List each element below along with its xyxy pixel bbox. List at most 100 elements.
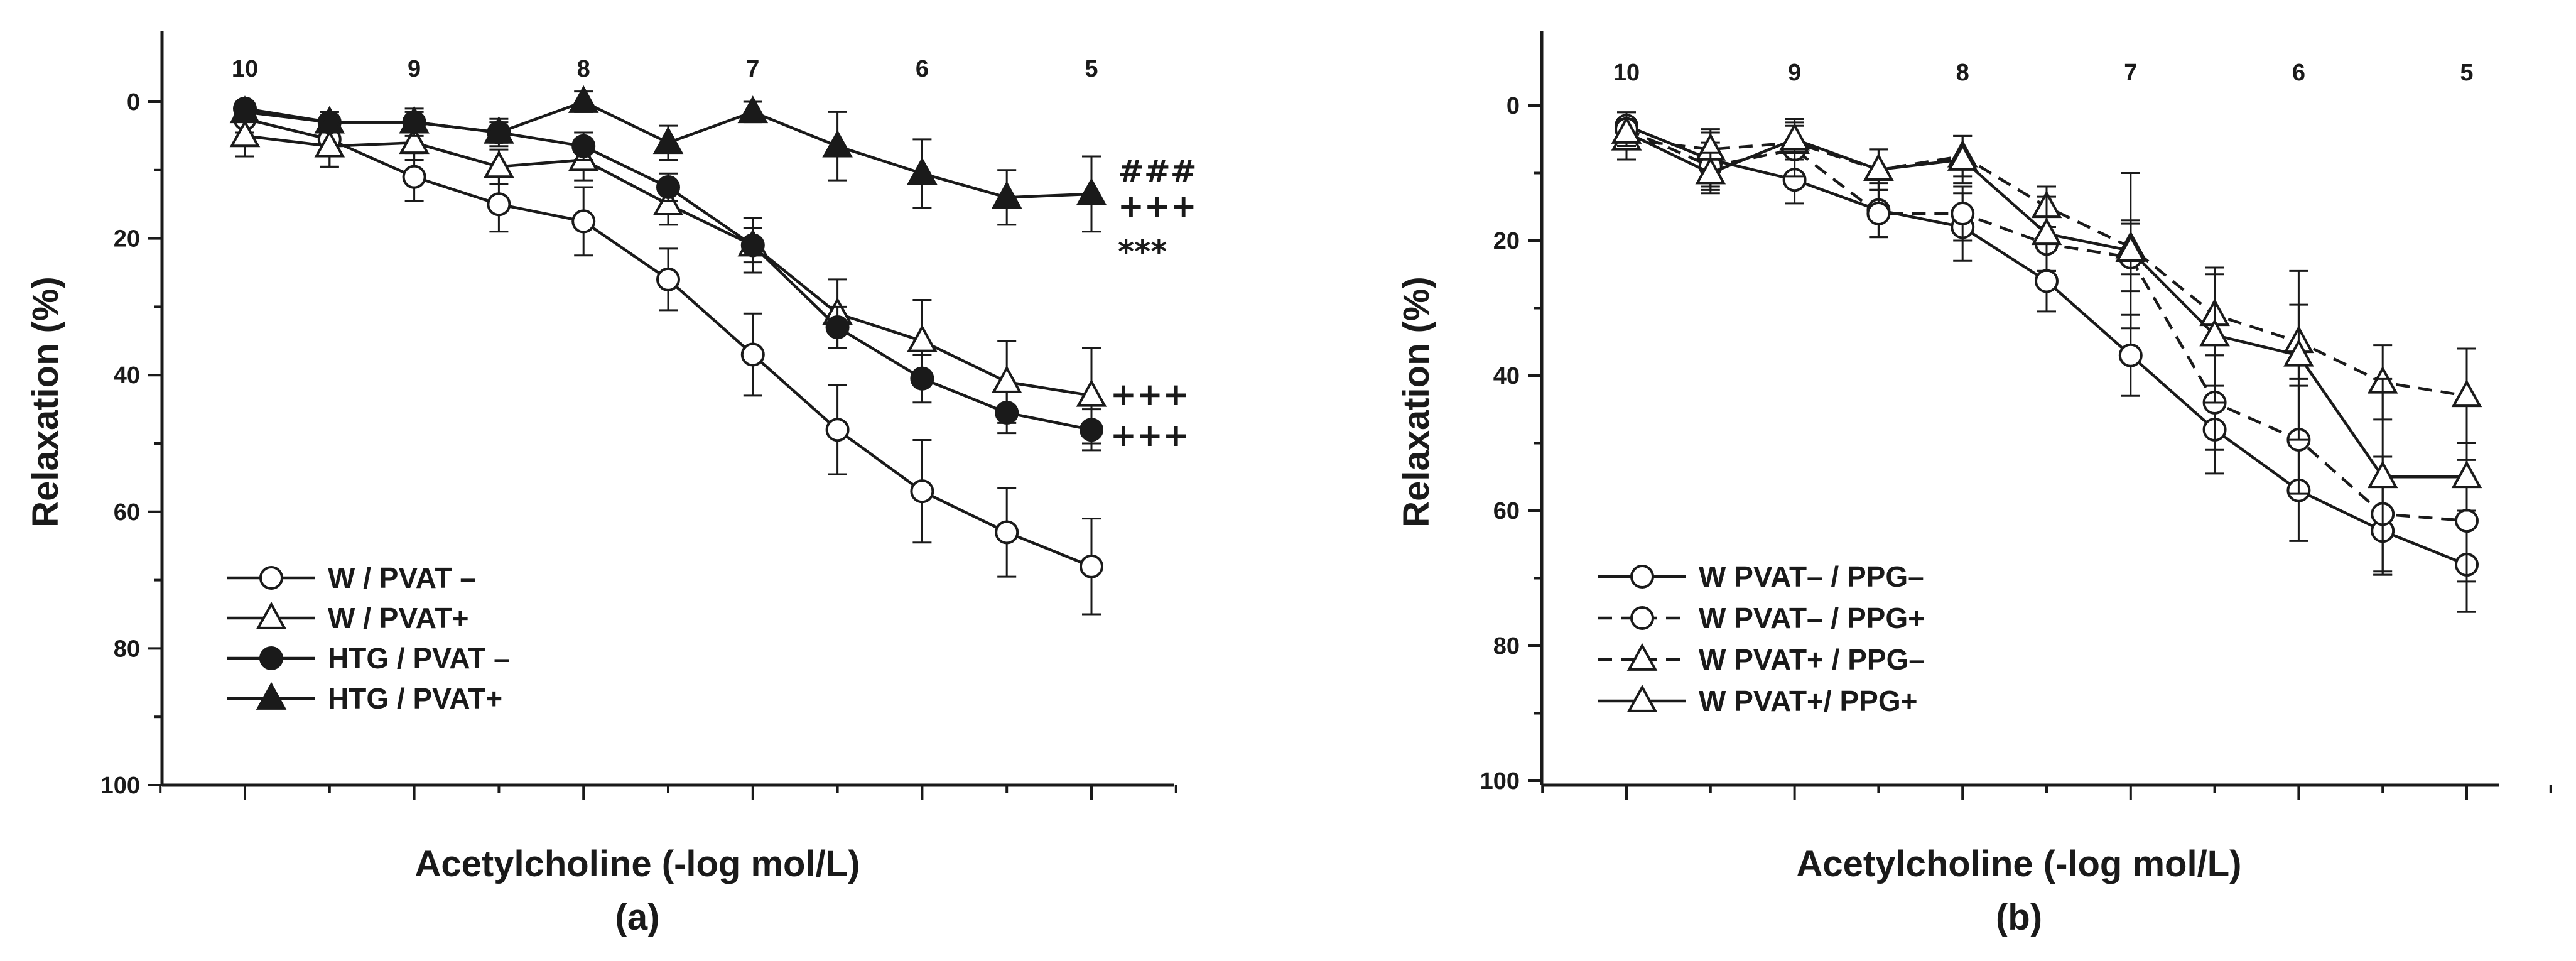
panel-a-data-point: [822, 129, 853, 158]
panel-a-data-point: [740, 233, 765, 258]
panel-a-data-point: [571, 209, 596, 234]
panel-b-data-point: [2118, 343, 2143, 367]
panel-a-data-point: [1080, 554, 1103, 578]
panel-b-ylabel: Relaxation (%): [1396, 276, 1437, 528]
panel-a-legend-label: W / PVAT+: [328, 602, 468, 634]
panel-a-data-point: [740, 342, 765, 367]
panel-a-data-point: [484, 150, 514, 178]
panel-b-ytick-label: 60: [1493, 498, 1520, 524]
panel-a-data-point: [399, 126, 430, 155]
panel-a-data-point: [487, 192, 511, 217]
panel-b-xtick-label: 8: [1956, 60, 1969, 86]
panel-a-legend-marker: [256, 681, 287, 710]
panel-a-xtick-label: 10: [232, 56, 258, 82]
panel-b-data-point: [2199, 318, 2230, 347]
panel-b-data-point: [2451, 379, 2482, 408]
panel-b-data-point: [2031, 217, 2062, 246]
panel-a-data-point: [402, 165, 426, 189]
panel-a-annotation: ***: [1118, 234, 1167, 270]
panel-a-xlabel: Acetylcholine (-log mol/L): [415, 844, 860, 884]
panel-a-series-1: [233, 104, 1103, 616]
panel-b-data-point: [1695, 156, 1726, 185]
panel-a-data-point: [568, 85, 599, 113]
panel-a-ytick-label: 0: [127, 89, 140, 116]
panel-a-ytick-label: 80: [114, 636, 140, 662]
panel-b: Relaxation (%) Acetylcholine (-log mol/L…: [1396, 31, 2552, 938]
panel-a: Relaxation (%) Acetylcholine (-log mol/L…: [25, 31, 1197, 938]
panel-a-data-point: [991, 181, 1022, 209]
panel-b-data-point: [1863, 153, 1894, 181]
panel-a-data-point: [995, 401, 1019, 425]
panel-a-ytick-label: 60: [114, 499, 140, 526]
panel-b-data-point: [2451, 460, 2482, 489]
panel-a-data-point: [229, 119, 261, 148]
panel-a-data-point: [907, 157, 938, 185]
panel-b-data-point: [2283, 339, 2314, 367]
panel-b-xtick-label: 7: [2124, 60, 2137, 86]
panel-b-legend-label: W PVAT+ / PPG–: [1699, 643, 1925, 676]
panel-a-data-point: [825, 315, 850, 340]
panel-a-data-point: [656, 175, 680, 199]
panel-a-data-point: [910, 479, 934, 504]
panel-b-ytick-label: 40: [1493, 363, 1520, 389]
panel-a-data-point: [229, 95, 261, 124]
panel-b-ytick-label: 80: [1493, 633, 1520, 660]
panel-a-data-point: [825, 418, 850, 442]
panel-a-xtick-label: 9: [408, 56, 421, 82]
panel-b-data-point: [1947, 143, 1978, 171]
panel-b-series-2: [1615, 111, 2479, 583]
panel-a-xtick-label: 6: [916, 56, 929, 82]
panel-a-data-point: [1080, 418, 1103, 442]
panel-b-legend-marker: [1626, 684, 1658, 712]
panel-a-annotation: ###: [1118, 153, 1197, 190]
panel-b-series-1: [1615, 111, 2479, 613]
panel-a-data-point: [656, 267, 680, 291]
panel-a-data-point: [652, 188, 684, 216]
panel-a-ylabel: Relaxation (%): [25, 276, 66, 528]
panel-b-legend-marker: [1626, 643, 1658, 671]
panel-a-annotation: +++: [1118, 188, 1197, 224]
panel-a-data-point: [737, 95, 769, 124]
panel-a-legend-label: HTG / PVAT –: [328, 642, 510, 675]
panel-b-data-point: [1866, 202, 1891, 225]
panel-a-data-point: [995, 520, 1019, 545]
panel-b-data-point: [1611, 116, 1642, 144]
panel-b-xtick-label: 6: [2292, 60, 2305, 86]
panel-a-ytick-label: 40: [114, 362, 140, 389]
panel-a-ytick-label: 20: [114, 226, 140, 252]
panel-a-legend-marker: [259, 646, 283, 670]
panel-b-xtick-label: 5: [2460, 60, 2473, 86]
panel-a-data-point: [484, 116, 514, 144]
panel-b-legend: W PVAT– / PPG– W PVAT– / PPG+ W PVAT+ / PP…: [1598, 560, 1925, 717]
panel-a-annotation: +++: [1110, 376, 1189, 413]
panel-b-legend-label: W PVAT– / PPG+: [1699, 602, 1925, 634]
panel-a-legend: W / PVAT – W / PVAT+ HTG / PVAT – HTG / PVA…: [227, 562, 510, 715]
panel-a-data-point: [399, 106, 430, 134]
panel-b-data-point: [1951, 202, 1975, 225]
panel-b-data-point: [1779, 122, 1810, 151]
panel-a-caption: (a): [615, 897, 660, 938]
panel-a-data-point: [910, 366, 934, 391]
panel-a-legend-label: HTG / PVAT+: [328, 682, 502, 715]
panel-b-data-point: [2455, 509, 2479, 533]
panel-a-legend-label: W / PVAT –: [328, 562, 476, 594]
panel-a-data-point: [907, 324, 938, 352]
panel-a-xtick-label: 5: [1085, 56, 1098, 82]
panel-b-legend-label: W PVAT– / PPG–: [1699, 560, 1924, 593]
panel-b-data-point: [2115, 234, 2146, 262]
panel-b-xlabel: Acetylcholine (-log mol/L): [1797, 844, 2242, 884]
panel-a-series-4: [229, 85, 1107, 233]
panel-a-xtick-label: 8: [577, 56, 590, 82]
panel-b-legend-label: W PVAT+/ PPG+: [1699, 685, 1917, 717]
panel-a-data-point: [1076, 379, 1107, 407]
panel-b-data-point: [2035, 269, 2059, 293]
panel-a-annotation: +++: [1110, 417, 1189, 453]
panel-b-xtick-label: 10: [1613, 60, 1640, 86]
panel-b-ytick-label: 0: [1507, 93, 1520, 119]
panel-a-data-point: [991, 365, 1022, 393]
panel-b-legend-marker: [1630, 565, 1654, 589]
panel-a-data-point: [652, 126, 684, 155]
panel-b-series-4: [1611, 116, 2482, 576]
panel-a-legend-marker: [259, 566, 283, 590]
